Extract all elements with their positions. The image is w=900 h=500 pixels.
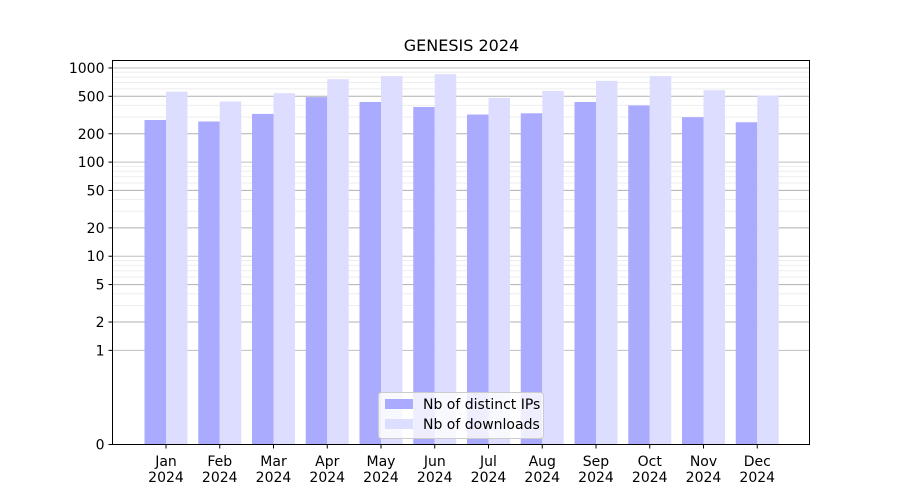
y-tick-label: 20 [87,221,105,237]
x-tick-label-year: 2024 [417,470,453,486]
bar-downloads [488,97,510,445]
x-tick-label-year: 2024 [524,470,560,486]
bar-downloads [327,79,349,445]
y-axis: 0 1 2 5 10 20 50 100 200 500 1000 [69,61,113,454]
chart-title: GENESIS 2024 [404,36,519,55]
x-tick-label-year: 2024 [578,470,614,486]
legend-label: Nb of distinct IPs [423,397,540,413]
bar-downloads [757,95,779,445]
y-tick-label: 100 [78,155,105,171]
y-tick-label: 2 [96,315,105,331]
y-tick-label: 200 [78,127,105,143]
x-tick-label-month: Dec [744,454,771,470]
x-tick-label-month: Jan [154,454,177,470]
x-tick-label-month: May [367,454,396,470]
legend-label: Nb of downloads [423,417,540,433]
x-tick-label-month: Mar [260,454,287,470]
legend-swatch [385,399,413,409]
x-tick-label-year: 2024 [363,470,399,486]
y-tick-label: 50 [87,183,105,199]
legend-swatch [385,419,413,429]
bar-ips [628,105,650,445]
bar-downloads [542,90,564,445]
x-tick-label-year: 2024 [739,470,775,486]
y-tick-label: 1 [96,343,105,359]
y-tick-label: 500 [78,89,105,105]
bar-ips [467,114,489,445]
x-tick-label-month: Aug [529,454,556,470]
x-tick-label-year: 2024 [632,470,668,486]
bar-downloads [273,93,295,445]
bar-downloads [596,80,618,445]
x-tick-label-year: 2024 [686,470,722,486]
bar-downloads [649,76,672,445]
bar-ips [574,101,596,445]
x-tick-label-year: 2024 [202,470,238,486]
legend: Nb of distinct IPs Nb of downloads [378,392,544,439]
x-tick-label-month: Jul [479,454,497,470]
bar-ips [520,113,543,445]
x-tick-label-year: 2024 [471,470,507,486]
x-tick-label-year: 2024 [148,470,184,486]
y-tick-label: 10 [87,249,105,265]
bar-ips [198,121,220,445]
bar-ips [252,113,274,445]
legend-box [378,392,544,439]
x-tick-label-month: Sep [583,454,610,470]
bar-ips [359,101,381,445]
bar-ips [413,106,435,445]
bars [144,74,779,445]
bar-ips [735,122,758,445]
y-tick-label: 1000 [69,61,105,77]
x-tick-label-month: Oct [638,454,663,470]
x-tick-label-month: Apr [315,454,339,470]
bar-downloads [434,74,457,445]
x-tick-label-month: Nov [690,454,717,470]
bar-ips [305,97,328,445]
x-tick-label-year: 2024 [256,470,292,486]
bar-downloads [703,90,725,445]
bar-downloads [219,101,242,445]
x-tick-label-month: Jun [423,454,446,470]
bar-downloads [166,91,188,445]
y-tick-label: 5 [96,278,105,294]
x-tick-label-year: 2024 [309,470,345,486]
y-tick-label: 0 [96,438,105,454]
bar-ips [144,119,166,445]
bar-ips [682,117,704,445]
x-tick-label-month: Feb [207,454,232,470]
x-axis: Jan2024Feb2024Mar2024Apr2024May2024Jun20… [148,444,775,486]
plot-frame [112,60,810,445]
bar-downloads [381,76,403,445]
